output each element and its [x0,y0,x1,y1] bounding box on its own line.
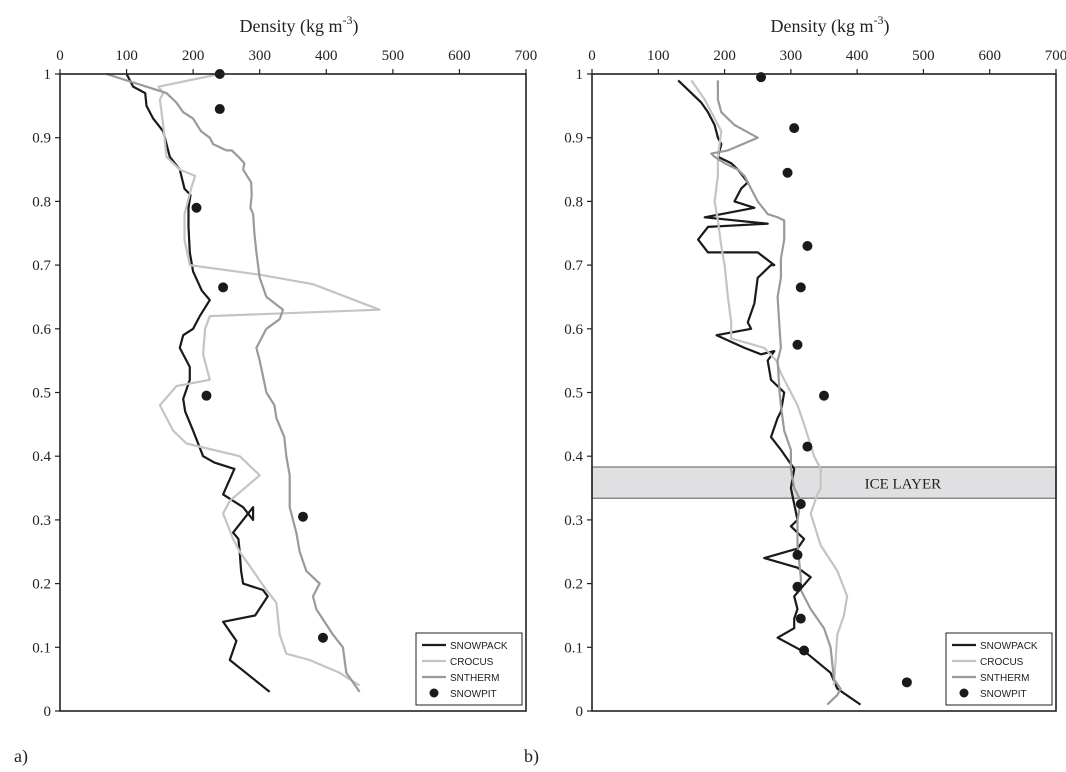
axis-title: Density (kg m-3) [240,13,359,37]
series-line-snowpack [677,79,862,706]
axis-title-superscript: -3 [343,13,353,27]
y-tick-label: 0.7 [564,258,583,274]
panel-label: a) [14,746,28,767]
snowpit-point [201,390,212,401]
snowpit-point [789,123,800,134]
x-tick-label: 0 [56,48,64,64]
y-tick-label: 0.3 [32,513,51,529]
x-tick-label: 500 [912,48,935,64]
series-line-sntherm [710,80,842,706]
y-tick-label: 0.3 [564,513,583,529]
axis-title-superscript: -3 [874,13,884,27]
snowpit-point [792,549,803,560]
x-tick-label: 600 [978,48,1001,64]
y-tick-label: 0.9 [564,131,583,147]
x-tick-label: 200 [182,48,205,64]
x-tick-label: 500 [382,48,405,64]
axis-title-close: ) [884,16,890,37]
snowpit-point [802,441,813,452]
y-tick-label: 0.4 [564,449,583,465]
y-tick-label: 0.1 [564,640,583,656]
legend-label: SNOWPIT [450,689,497,700]
snowpit-point [782,167,793,178]
snowpit-point [297,511,308,522]
y-tick-label: 0.8 [32,194,51,210]
y-tick-label: 0.5 [564,386,583,402]
series-line-crocus [157,72,381,687]
x-tick-label: 100 [115,48,138,64]
x-tick-label: 400 [846,48,869,64]
legend-label: CROCUS [450,657,494,668]
snowpit-point [218,282,229,293]
axis-title: Density (kg m-3) [771,13,890,37]
snowpit-point [792,581,803,592]
panel-a: 0 100 200 300 400 500 600 700 0 0.1 0.2 0.3 0.4 0.5 0.… [14,13,537,767]
y-tick-label: 0.8 [564,194,583,210]
legend-swatch [959,688,969,698]
x-tick-label: 600 [448,48,471,64]
x-tick-label: 400 [315,48,338,64]
y-tick-label: 0.7 [32,258,51,274]
legend-swatch [429,688,439,698]
panel-b: ICE LAYER 0 100 200 300 400 500 600 700 0 0.1 0.2 0.… [524,13,1066,767]
x-tick-label: 300 [248,48,271,64]
legend-label: SNOWPIT [980,689,1027,700]
y-tick-label: 0.6 [564,322,583,338]
snowpit-point [799,645,810,656]
legend-label: SNOWPACK [450,641,508,652]
legend-label: SNTHERM [450,673,499,684]
x-tick-label: 700 [515,48,538,64]
snowpit-point [317,632,328,643]
y-tick-label: 0.1 [32,640,51,656]
snowpit-point [795,613,806,624]
y-tick-label: 0.4 [32,449,51,465]
snowpit-point [795,282,806,293]
axis-title-main: Density (kg m [240,16,343,37]
legend-label: SNTHERM [980,673,1029,684]
y-tick-label: 0.2 [564,577,583,593]
snowpit-point [802,240,813,251]
plot-frame [591,73,1057,712]
ice-layer-band [591,466,1057,499]
y-tick-label: 0.6 [32,322,51,338]
axis-title-close: ) [353,16,359,37]
snowpit-point [819,390,829,401]
snowpit-point [795,498,806,509]
snowpit-point [901,677,912,688]
x-tick-label: 300 [780,48,803,64]
y-tick-label: 0 [576,704,584,720]
y-tick-label: 1 [576,67,584,83]
snowpit-point [191,202,202,213]
legend-label: CROCUS [980,657,1024,668]
plot-frame [59,73,527,712]
ice-layer-label: ICE LAYER [865,477,942,493]
x-tick-label: 0 [588,48,596,64]
y-tick-label: 0.5 [32,386,51,402]
snowpit-point [214,104,225,115]
legend-label: SNOWPACK [980,641,1038,652]
snowpit-point [792,339,803,350]
y-tick-label: 0 [44,704,52,720]
x-tick-label: 100 [647,48,670,64]
axis-title-main: Density (kg m [771,16,874,37]
y-tick-label: 0.2 [32,577,51,593]
y-tick-label: 0.9 [32,131,51,147]
panel-label: b) [524,746,539,767]
x-tick-label: 700 [1045,48,1066,64]
y-tick-label: 1 [44,67,52,83]
series-line-sntherm [106,72,361,693]
series-line-snowpack [125,73,271,693]
series-line-crocus [690,79,849,686]
x-tick-label: 200 [713,48,736,64]
